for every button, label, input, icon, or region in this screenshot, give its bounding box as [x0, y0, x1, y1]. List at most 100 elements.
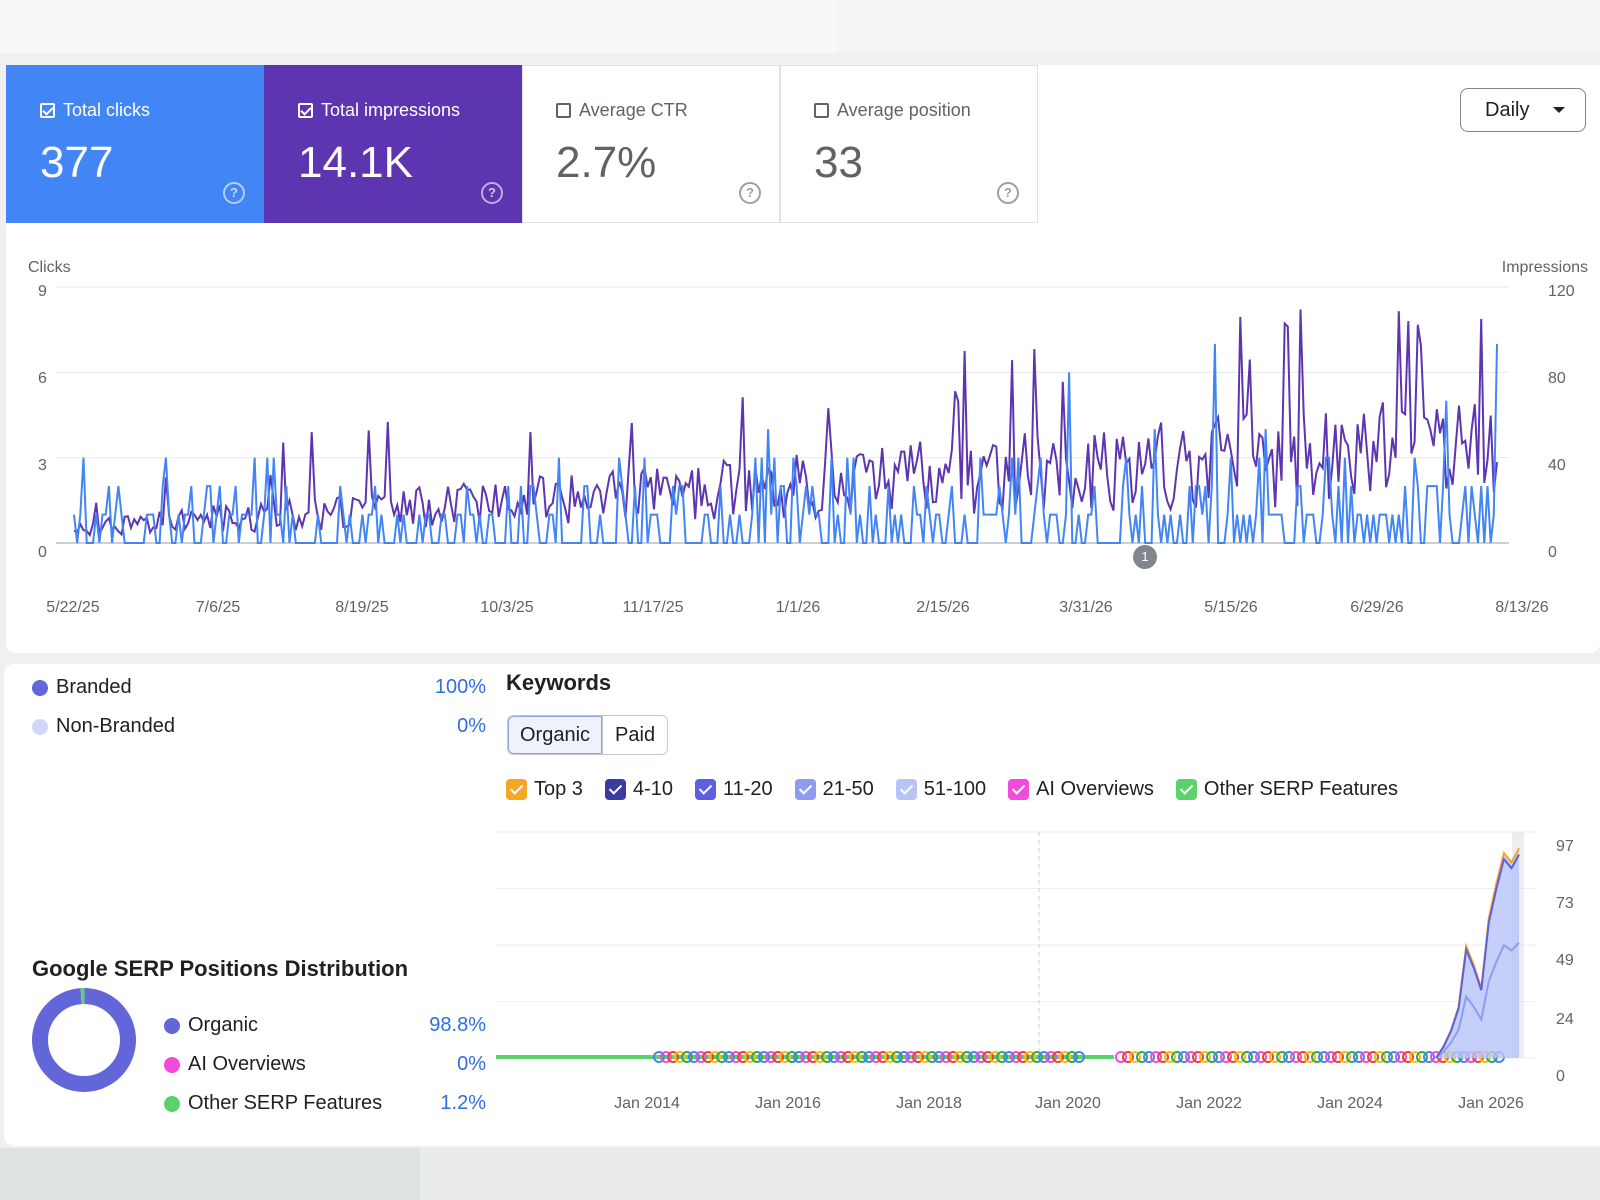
- serp-feature-marker: [674, 1051, 686, 1063]
- performance-panel: Total clicks 377 ? Total impressions 14.…: [6, 65, 1600, 653]
- checkbox-icon[interactable]: [556, 103, 571, 118]
- metric-card-total-clicks[interactable]: Total clicks 377 ?: [6, 65, 264, 223]
- x-tick-label: 5/15/26: [1204, 599, 1258, 616]
- keywords-title: Keywords: [506, 670, 612, 695]
- serp-feature-marker: [919, 1051, 931, 1063]
- donut-slice: [32, 988, 136, 1092]
- legend-toggle-11-20[interactable]: 11-20: [694, 778, 773, 801]
- serp-feature-marker: [884, 1051, 896, 1063]
- serp-feature-marker: [1402, 1051, 1414, 1063]
- serp-feature-marker: [702, 1051, 714, 1063]
- help-icon[interactable]: ?: [223, 182, 245, 204]
- clicks-series-line: [73, 343, 1498, 544]
- annotation-marker[interactable]: 1: [1133, 545, 1157, 569]
- legend-toggle-top-3[interactable]: Top 3: [506, 778, 583, 801]
- serp-feature-marker: [681, 1051, 693, 1063]
- tab-organic[interactable]: Organic: [508, 716, 603, 754]
- legend-label: 11-20: [722, 778, 773, 800]
- y-tick-label: 9: [38, 283, 47, 300]
- help-icon[interactable]: ?: [481, 182, 503, 204]
- legend-percent: 100%: [434, 676, 486, 698]
- serp-feature-marker: [758, 1051, 770, 1063]
- serp-feature-marker: [1388, 1051, 1400, 1063]
- serp-feature-marker: [1283, 1051, 1295, 1063]
- y-tick-label: 6: [38, 370, 47, 387]
- metric-card-average-ctr[interactable]: Average CTR 2.7% ?: [522, 65, 780, 223]
- checkbox-icon: [604, 779, 626, 800]
- 11-20-series-line: [1435, 854, 1520, 1059]
- serp-feature-marker: [1339, 1051, 1351, 1063]
- serp-legend-item: Other SERP Features: [164, 1092, 382, 1115]
- metric-value: 377: [40, 138, 114, 187]
- serp-feature-marker: [709, 1051, 721, 1063]
- x-tick-label: Jan 2024: [1317, 1095, 1383, 1112]
- y2-tick-label: 120: [1548, 283, 1575, 300]
- serp-feature-marker: [989, 1051, 1001, 1063]
- checkbox-icon[interactable]: [298, 103, 313, 118]
- help-icon[interactable]: ?: [997, 182, 1019, 204]
- x-tick-label: 8/13/26: [1495, 599, 1549, 616]
- legend-label: Top 3: [534, 778, 583, 800]
- serp-feature-marker: [1073, 1051, 1085, 1063]
- checkbox-icon: [895, 779, 917, 800]
- serp-feature-marker: [1129, 1051, 1141, 1063]
- serp-feature-marker: [807, 1051, 819, 1063]
- serp-feature-marker: [1374, 1051, 1386, 1063]
- tab-paid[interactable]: Paid: [602, 716, 667, 754]
- checkbox-icon: [506, 779, 527, 800]
- serp-feature-marker: [1045, 1051, 1057, 1063]
- serp-feature-marker: [1227, 1051, 1239, 1063]
- y-tick-label: 0: [38, 544, 47, 561]
- serp-feature-marker: [1297, 1051, 1309, 1063]
- serp-feature-marker: [982, 1051, 994, 1063]
- serp-feature-marker: [1003, 1051, 1015, 1063]
- serp-feature-marker: [1395, 1051, 1407, 1063]
- serp-feature-marker: [765, 1051, 777, 1063]
- serp-feature-marker: [1220, 1051, 1232, 1063]
- x-tick-label: Jan 2018: [896, 1095, 962, 1112]
- legend-toggle-4-10[interactable]: 4-10: [604, 778, 673, 801]
- checkbox-icon[interactable]: [814, 103, 829, 118]
- metric-label: Average CTR: [579, 100, 688, 120]
- serp-feature-marker: [1157, 1051, 1169, 1063]
- serp-feature-marker: [898, 1051, 910, 1063]
- x-tick-label: Jan 2014: [614, 1095, 680, 1112]
- dot-icon: [32, 718, 48, 735]
- semrush-panel: Branded 100% Non-Branded 0% Keywords Org…: [4, 664, 1600, 1146]
- legend-toggle-other-serp[interactable]: Other SERP Features: [1175, 778, 1398, 801]
- organic-paid-toggle: Organic Paid: [507, 715, 669, 755]
- period-select[interactable]: Daily: [1460, 88, 1586, 132]
- legend-label: Non-Branded: [56, 715, 175, 737]
- metric-label: Total clicks: [63, 100, 151, 120]
- serp-feature-marker: [1150, 1051, 1162, 1063]
- chevron-down-icon: [1553, 107, 1565, 113]
- x-tick-label: 3/31/26: [1059, 599, 1113, 616]
- performance-chart: [56, 286, 1509, 544]
- serp-feature-marker: [821, 1051, 833, 1063]
- dot-icon: [164, 1017, 180, 1034]
- metric-card-average-position[interactable]: Average position 33 ?: [780, 65, 1038, 223]
- legend-toggle-21-50[interactable]: 21-50: [794, 778, 874, 801]
- legend-toggle-ai-overviews[interactable]: AI Overviews: [1008, 778, 1154, 801]
- serp-feature-marker: [1136, 1051, 1148, 1063]
- metric-label: Average position: [837, 100, 971, 120]
- serp-feature-marker: [1353, 1051, 1365, 1063]
- metric-value: 14.1K: [298, 138, 413, 187]
- non-branded-legend-item: Non-Branded: [32, 715, 175, 738]
- legend-label: Organic: [188, 1014, 259, 1036]
- metric-card-total-impressions[interactable]: Total impressions 14.1K ?: [264, 65, 522, 223]
- serp-feature-marker: [1024, 1051, 1036, 1063]
- x-tick-label: 1/1/26: [775, 599, 821, 616]
- checkbox-icon[interactable]: [40, 103, 55, 118]
- serp-feature-marker: [1213, 1051, 1225, 1063]
- x-tick-label: 11/17/25: [622, 599, 684, 616]
- serp-feature-marker: [716, 1051, 728, 1063]
- serp-feature-marker: [1178, 1051, 1190, 1063]
- serp-feature-marker: [1423, 1051, 1435, 1063]
- x-tick-label: Jan 2022: [1176, 1095, 1242, 1112]
- y-tick-label: 97: [1556, 838, 1574, 855]
- help-icon[interactable]: ?: [739, 182, 761, 204]
- x-tick-label: 2/15/26: [916, 599, 970, 616]
- serp-feature-marker: [793, 1051, 805, 1063]
- legend-toggle-51-100[interactable]: 51-100: [895, 778, 986, 801]
